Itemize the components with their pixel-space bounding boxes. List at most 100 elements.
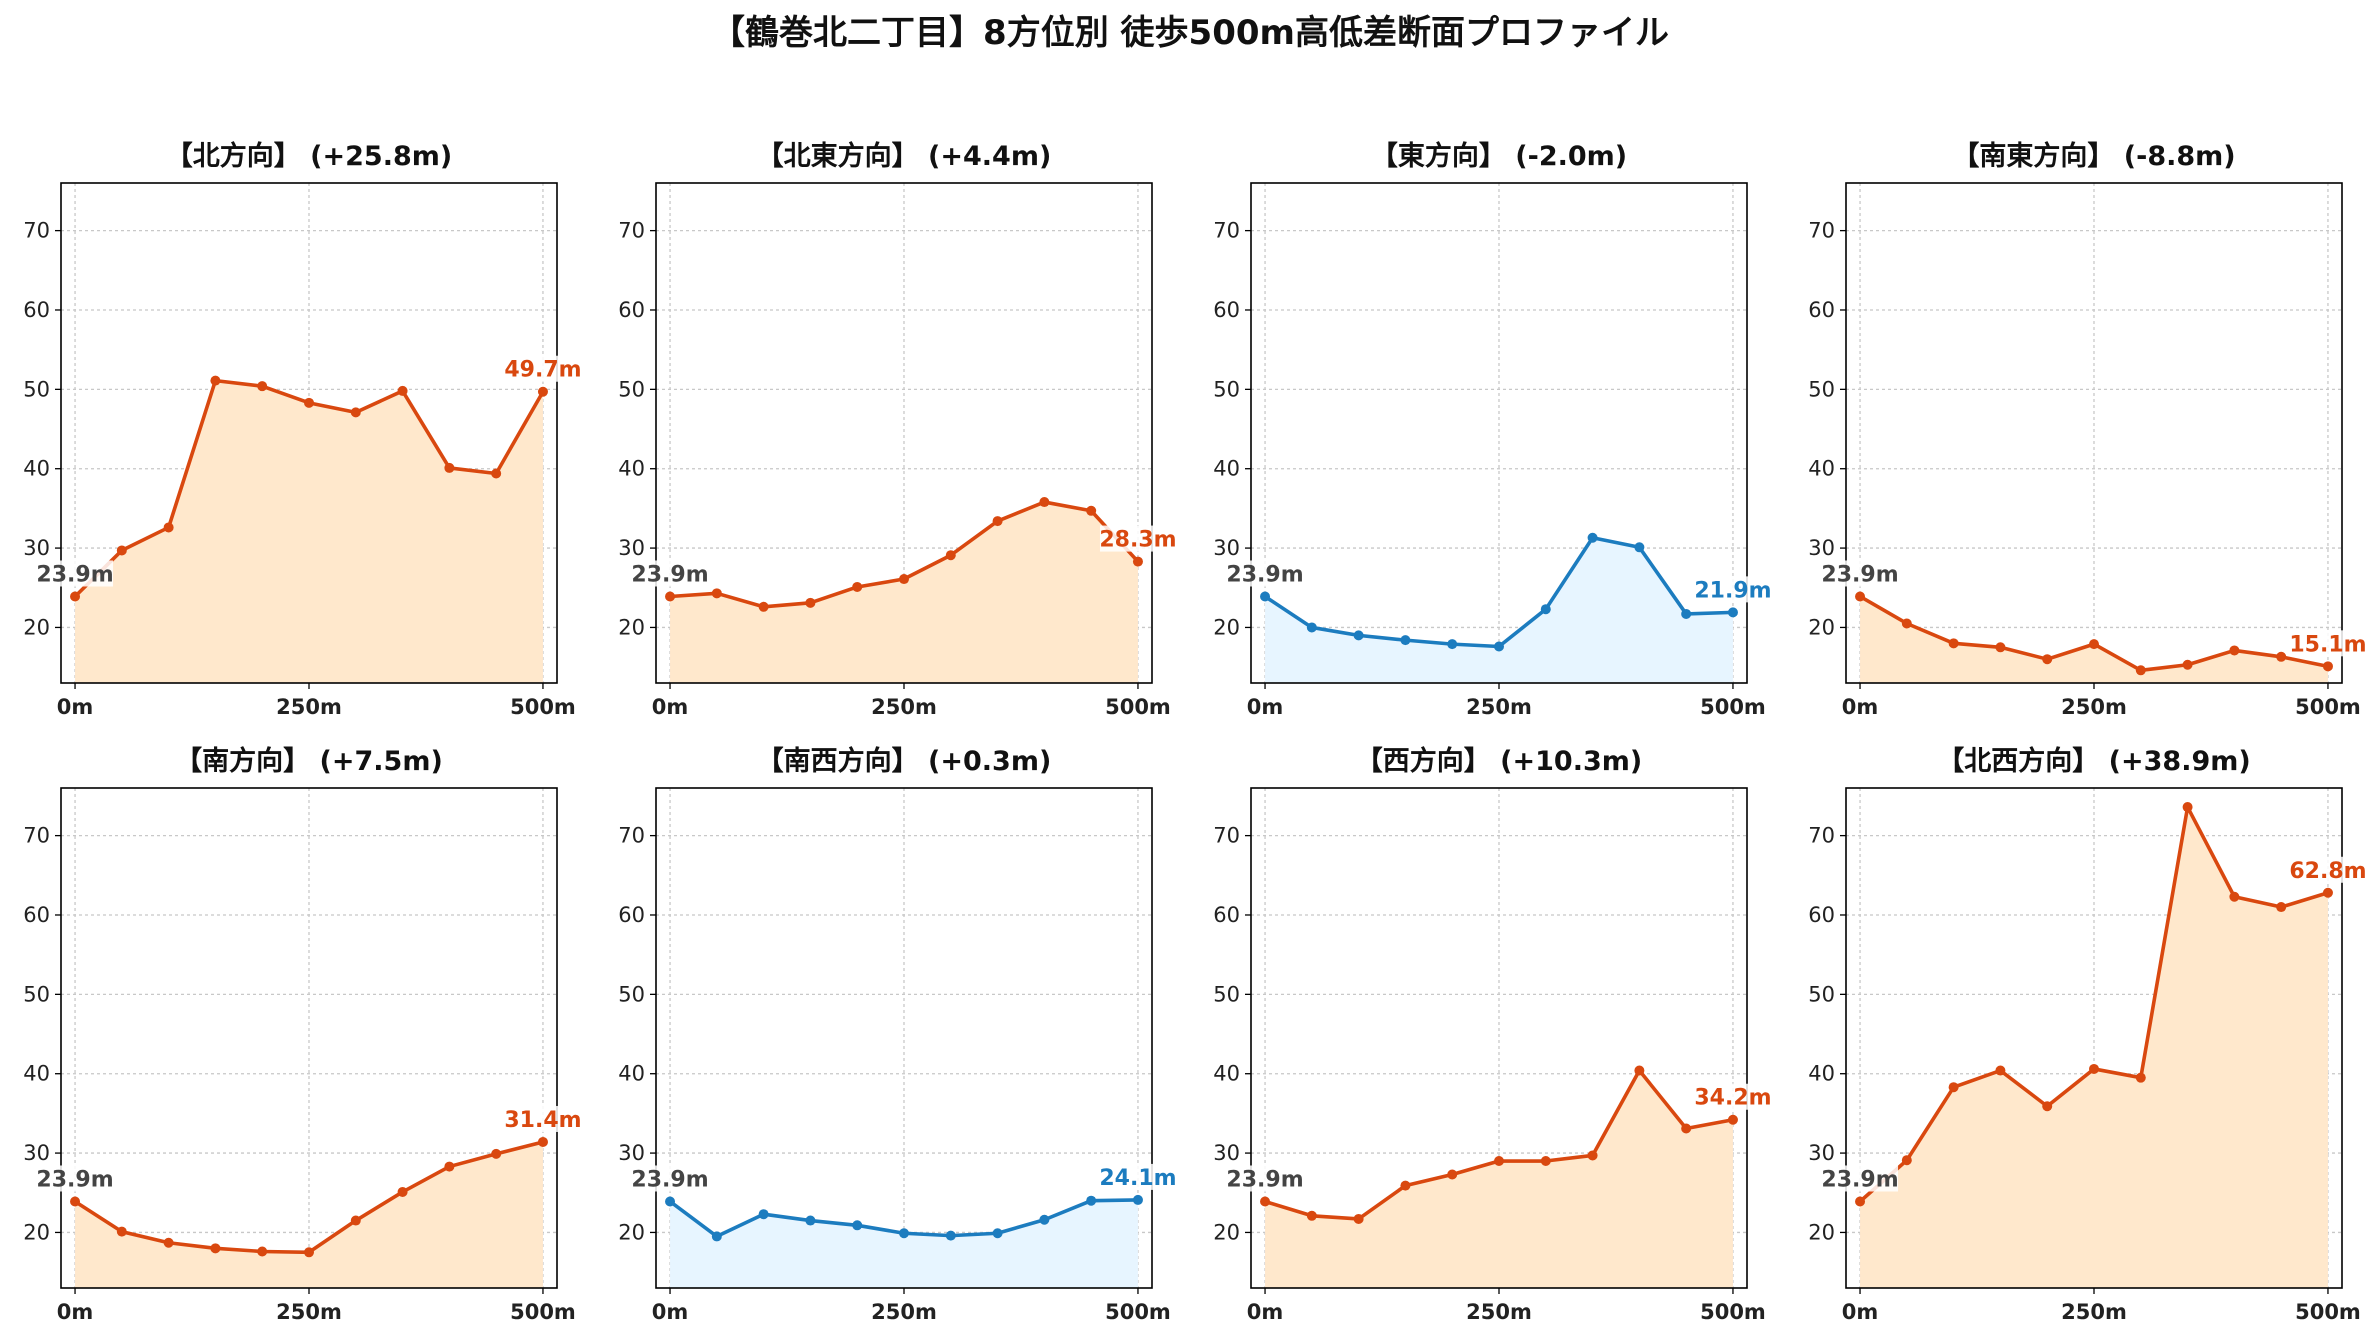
data-point — [992, 516, 1003, 527]
y-tick-label: 50 — [618, 982, 645, 1006]
end-label-box — [504, 355, 581, 382]
y-tick-label: 70 — [1808, 219, 1835, 243]
data-point — [2135, 665, 2146, 676]
y-tick-label: 70 — [618, 824, 645, 848]
area-fill — [75, 1141, 543, 1288]
data-point — [2229, 645, 2240, 656]
end-value-label: 49.7m — [504, 358, 581, 383]
start-label-box — [1227, 560, 1304, 587]
y-tick-label: 50 — [618, 377, 645, 401]
y-tick-label: 50 — [1808, 982, 1835, 1006]
y-tick-label: 60 — [618, 298, 645, 322]
y-tick-label: 40 — [1808, 1062, 1835, 1086]
panel-title: 【北西方向】 (+38.9m) — [1937, 745, 2250, 777]
panel-title: 【北方向】 (+25.8m) — [166, 140, 452, 172]
y-tick-label: 40 — [618, 1062, 645, 1086]
y-tick-label: 60 — [23, 298, 50, 322]
data-point — [2182, 659, 2193, 670]
data-point — [116, 545, 127, 556]
data-point — [805, 1215, 816, 1226]
x-tick-label: 250m — [2061, 695, 2127, 719]
data-point — [1353, 630, 1364, 641]
data-point — [1039, 497, 1050, 508]
start-value-label: 23.9m — [1821, 1167, 1898, 1192]
panel-title: 【南東方向】 (-8.8m) — [1952, 140, 2235, 172]
end-label-box — [504, 1105, 581, 1132]
start-label-box — [1822, 1165, 1899, 1192]
x-tick-label: 0m — [1842, 695, 1879, 719]
end-value-label: 34.2m — [1694, 1086, 1771, 1111]
data-point — [758, 1209, 769, 1220]
data-point — [1995, 642, 2006, 653]
data-point — [1855, 591, 1866, 602]
area-fill — [670, 502, 1138, 683]
y-tick-label: 30 — [23, 536, 50, 560]
y-tick-label: 60 — [23, 903, 50, 927]
data-point — [1039, 1214, 1050, 1225]
x-tick-label: 500m — [1105, 1300, 1171, 1324]
data-point — [945, 550, 956, 561]
x-tick-label: 250m — [871, 695, 937, 719]
data-point — [1447, 639, 1458, 650]
data-point — [304, 397, 314, 408]
area-fill — [1860, 596, 2328, 683]
data-point — [1995, 1065, 2006, 1076]
data-point — [2135, 1072, 2146, 1083]
panel-title: 【西方向】 (+10.3m) — [1356, 745, 1642, 777]
x-tick-label: 500m — [2295, 695, 2361, 719]
data-point — [1306, 622, 1317, 633]
data-point — [899, 1228, 909, 1239]
end-value-label: 15.1m — [2289, 632, 2366, 657]
x-tick-label: 250m — [1466, 695, 1532, 719]
y-tick-label: 40 — [618, 457, 645, 481]
x-tick-label: 500m — [1700, 1300, 1766, 1324]
data-point — [2182, 802, 2193, 813]
data-point — [1306, 1210, 1317, 1221]
x-tick-label: 500m — [1105, 695, 1171, 719]
y-tick-label: 70 — [23, 824, 50, 848]
data-point — [1447, 1169, 1458, 1180]
data-point — [1727, 607, 1738, 618]
data-point — [210, 1243, 221, 1254]
y-tick-label: 40 — [1213, 1062, 1240, 1086]
start-label-box — [37, 1165, 114, 1192]
data-point — [945, 1230, 956, 1241]
y-tick-label: 50 — [23, 982, 50, 1006]
data-point — [491, 468, 502, 479]
data-point — [852, 581, 863, 592]
data-point — [70, 591, 81, 602]
data-point — [1855, 1196, 1866, 1207]
x-tick-label: 0m — [57, 1300, 94, 1324]
data-point — [1681, 1123, 1692, 1134]
data-point — [805, 597, 816, 608]
data-point — [2229, 891, 2240, 902]
y-tick-label: 30 — [618, 1141, 645, 1165]
data-point — [397, 1186, 408, 1197]
data-point — [1086, 505, 1097, 516]
y-tick-label: 60 — [1213, 298, 1240, 322]
panel-8: 【北西方向】 (+38.9m) 20 30 40 50 60 70 0m 250m 500m 23.… — [1808, 745, 2366, 1324]
panel-4: 【南東方向】 (-8.8m) 20 30 40 50 60 70 0m 250m 500m 23.9… — [1808, 140, 2366, 719]
y-tick-label: 60 — [618, 903, 645, 927]
y-tick-label: 20 — [23, 1220, 50, 1244]
start-label-box — [1227, 1165, 1304, 1192]
x-tick-label: 0m — [57, 695, 94, 719]
data-point — [2276, 651, 2287, 662]
data-point — [1681, 608, 1692, 619]
data-point — [2089, 1063, 2099, 1074]
data-point — [711, 1231, 722, 1242]
y-tick-label: 30 — [618, 536, 645, 560]
x-tick-label: 250m — [871, 1300, 937, 1324]
x-tick-label: 0m — [652, 1300, 689, 1324]
data-point — [491, 1148, 502, 1159]
x-tick-label: 0m — [1842, 1300, 1879, 1324]
data-point — [1540, 1156, 1551, 1167]
data-point — [2322, 887, 2333, 898]
y-tick-label: 60 — [1808, 298, 1835, 322]
y-tick-label: 20 — [1808, 615, 1835, 639]
data-point — [1901, 1155, 1912, 1166]
panel-3: 【東方向】 (-2.0m) 20 30 40 50 60 70 0m 250m 500m 23.9m… — [1213, 140, 1771, 719]
start-label-box — [632, 560, 709, 587]
x-tick-label: 0m — [1247, 1300, 1284, 1324]
y-tick-label: 70 — [23, 219, 50, 243]
